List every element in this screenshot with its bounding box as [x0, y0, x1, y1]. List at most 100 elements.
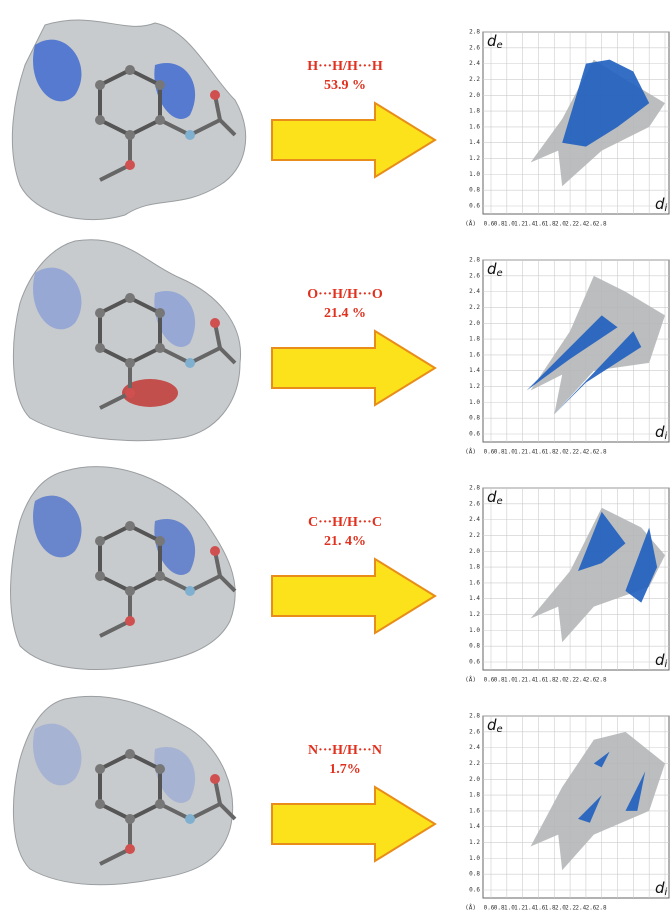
y-tick-label: 0.6: [469, 887, 480, 894]
x-tick-label: 2.8: [596, 677, 607, 684]
di-sub: i: [665, 659, 668, 670]
figure: H···H/H···H53.9 %0.60.81.01.21.41.61.82.…: [0, 0, 670, 916]
y-tick-label: 1.4: [469, 823, 480, 830]
y-tick-label: 1.6: [469, 807, 480, 814]
panel: H···H/H···H53.9 %0.60.81.01.21.41.61.82.…: [12, 20, 669, 227]
y-tick-label: 1.4: [469, 139, 480, 146]
arrow: [272, 559, 435, 633]
x-tick-label: 2.8: [596, 905, 607, 912]
de-sub: e: [497, 268, 503, 279]
di-symbol: d: [655, 651, 665, 669]
atom: [95, 571, 105, 581]
y-tick-label: 0.8: [469, 871, 480, 878]
de-sub: e: [497, 724, 503, 735]
y-tick-label: 2.2: [469, 76, 480, 83]
atom-o: [210, 318, 220, 328]
atom: [125, 749, 135, 759]
y-tick-label: 2.4: [469, 288, 480, 295]
contact-label: O···H/H···O: [307, 287, 383, 302]
y-tick-label: 2.2: [469, 532, 480, 539]
atom: [155, 764, 165, 774]
hirshfeld-surface: [11, 467, 236, 670]
atom: [95, 764, 105, 774]
y-tick-label: 2.4: [469, 60, 480, 67]
atom: [95, 308, 105, 318]
y-tick-label: 0.6: [469, 431, 480, 438]
y-tick-label: 0.8: [469, 187, 480, 194]
atom-o: [210, 90, 220, 100]
de-sub: e: [497, 496, 503, 507]
atom: [95, 343, 105, 353]
atom: [125, 521, 135, 531]
y-tick-label: 2.6: [469, 272, 480, 279]
y-tick-label: 2.6: [469, 500, 480, 507]
x-tick-label: 2.8: [596, 449, 607, 456]
arrow: [272, 103, 435, 177]
di-sub: i: [665, 203, 668, 214]
atom: [155, 80, 165, 90]
unit-label: (Å): [465, 905, 476, 912]
atom: [155, 536, 165, 546]
atom-o: [210, 774, 220, 784]
atom: [125, 358, 135, 368]
atom: [125, 65, 135, 75]
atom: [155, 308, 165, 318]
atom-o: [125, 388, 135, 398]
y-tick-label: 1.8: [469, 336, 480, 343]
y-tick-label: 2.2: [469, 304, 480, 311]
y-tick-label: 1.6: [469, 579, 480, 586]
atom: [125, 586, 135, 596]
atom-o: [125, 616, 135, 626]
y-tick-label: 2.8: [469, 29, 480, 36]
y-tick-label: 0.6: [469, 203, 480, 210]
y-tick-label: 0.8: [469, 643, 480, 650]
y-tick-label: 2.2: [469, 760, 480, 767]
panel: C···H/H···C21. 4%0.60.81.01.21.41.61.82.…: [11, 467, 669, 684]
y-tick-label: 1.0: [469, 855, 480, 862]
de-symbol: d: [487, 716, 497, 734]
atom: [95, 80, 105, 90]
y-tick-label: 1.8: [469, 108, 480, 115]
panel: N···H/H···N1.7%0.60.81.01.21.41.61.82.02…: [13, 696, 669, 911]
y-tick-label: 1.8: [469, 792, 480, 799]
y-tick-label: 1.2: [469, 611, 480, 618]
atom-n: [185, 130, 195, 140]
atom: [125, 293, 135, 303]
y-tick-label: 1.6: [469, 123, 480, 130]
y-tick-label: 2.6: [469, 44, 480, 51]
unit-label: (Å): [465, 449, 476, 456]
atom: [155, 343, 165, 353]
arrow: [272, 787, 435, 861]
atom: [95, 115, 105, 125]
atom: [95, 799, 105, 809]
percent-label: 21. 4%: [324, 534, 366, 549]
y-tick-label: 2.6: [469, 728, 480, 735]
y-tick-label: 2.4: [469, 744, 480, 751]
di-sub: i: [665, 431, 668, 442]
di-symbol: d: [655, 879, 665, 897]
y-tick-label: 1.2: [469, 383, 480, 390]
contact-label: C···H/H···C: [308, 515, 382, 530]
y-tick-label: 1.6: [469, 351, 480, 358]
y-tick-label: 2.8: [469, 713, 480, 720]
y-tick-label: 1.2: [469, 155, 480, 162]
x-tick-label: 2.8: [596, 221, 607, 228]
de-symbol: d: [487, 260, 497, 278]
hirshfeld-surface: [13, 240, 240, 441]
y-tick-label: 0.6: [469, 659, 480, 666]
di-symbol: d: [655, 195, 665, 213]
arrow: [272, 331, 435, 405]
unit-label: (Å): [465, 221, 476, 228]
y-tick-label: 2.0: [469, 548, 480, 555]
atom: [155, 799, 165, 809]
percent-label: 1.7%: [329, 762, 361, 777]
atom-o: [210, 546, 220, 556]
atom-o: [125, 844, 135, 854]
y-tick-label: 1.0: [469, 399, 480, 406]
atom-o: [125, 160, 135, 170]
unit-label: (Å): [465, 677, 476, 684]
y-tick-label: 1.8: [469, 564, 480, 571]
hirshfeld-surface: [12, 20, 245, 220]
y-tick-label: 1.0: [469, 171, 480, 178]
atom: [155, 571, 165, 581]
